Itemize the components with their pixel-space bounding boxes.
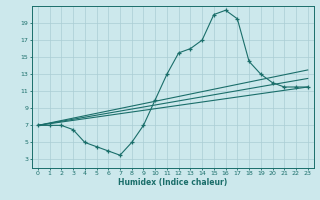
X-axis label: Humidex (Indice chaleur): Humidex (Indice chaleur) [118, 178, 228, 187]
